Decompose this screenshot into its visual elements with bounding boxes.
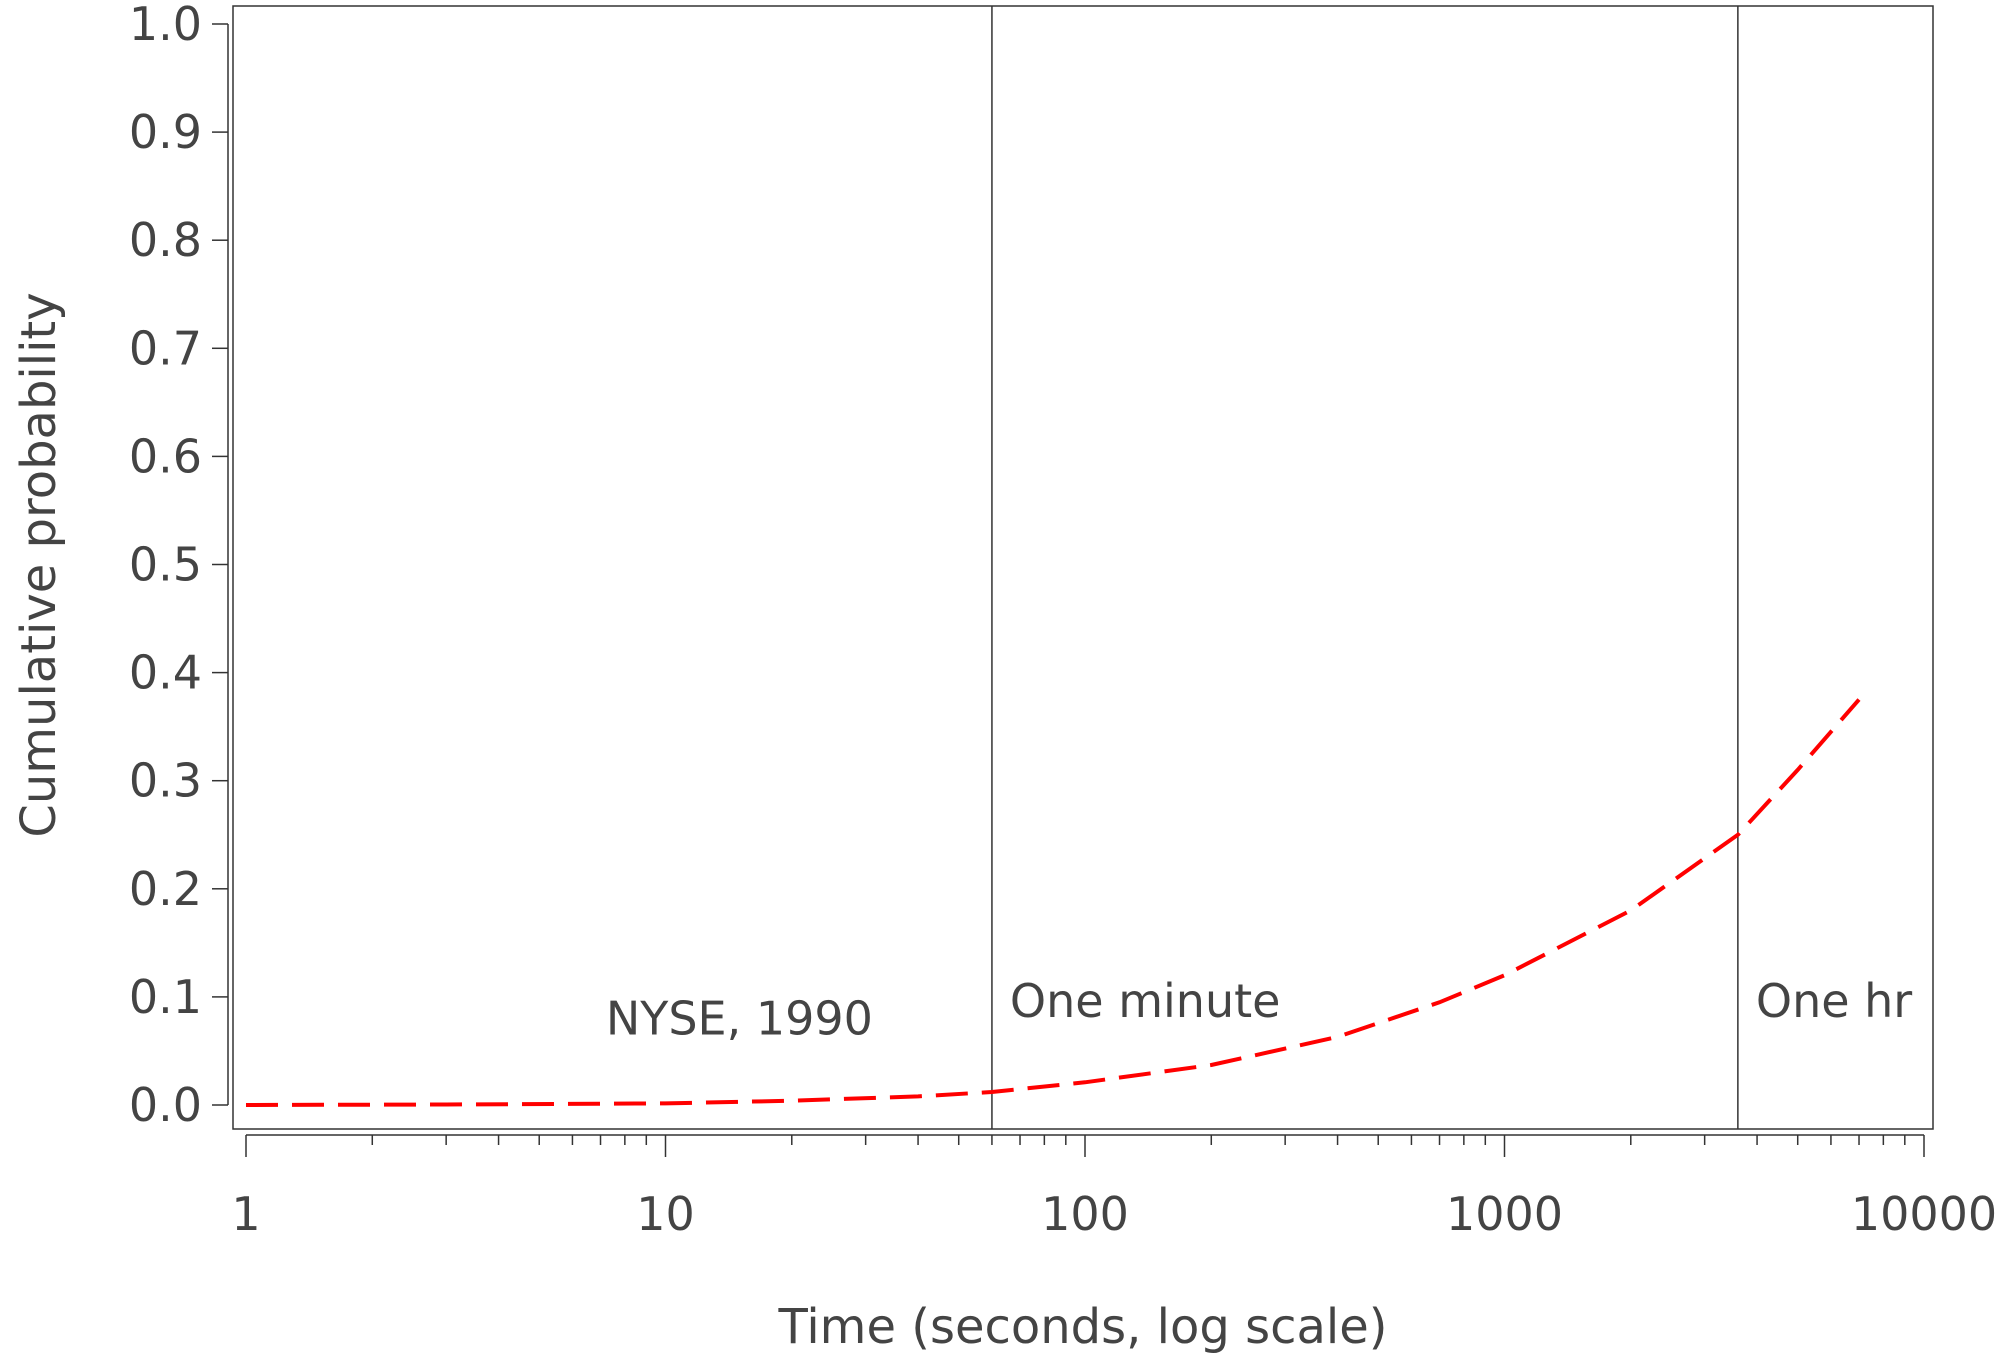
y-axis-title: Cumulative probability [11, 292, 67, 837]
y-tick-label: 1.0 [129, 0, 202, 51]
annotation-label: NYSE, 1990 [606, 992, 873, 1046]
reference-line-label: One hr [1756, 974, 1912, 1028]
series-layer [245, 698, 1861, 1107]
reference-line-label: One minute [1010, 974, 1281, 1028]
y-tick-label: 0.4 [129, 646, 202, 700]
x-tick-label: 1 [231, 1187, 260, 1241]
y-tick-label: 0.9 [129, 105, 202, 159]
y-tick-label: 0.6 [129, 429, 202, 483]
annotation-layer: NYSE, 1990 [606, 992, 873, 1046]
reference-lines: One minute One hr [991, 6, 1912, 1129]
y-tick-label: 0.1 [129, 970, 202, 1024]
x-tick-label: 100 [1041, 1187, 1129, 1241]
y-tick-label: 0.8 [129, 213, 202, 267]
x-tick-label: 10 [636, 1187, 695, 1241]
x-axis-ticks: 1 10 100 1000 10000 [231, 1135, 1997, 1241]
x-tick-label: 1000 [1446, 1187, 1563, 1241]
x-tick-label: 10000 [1851, 1187, 1997, 1241]
series-line [245, 698, 1861, 1107]
y-tick-label: 0.3 [129, 754, 202, 808]
y-tick-label: 0.2 [129, 862, 202, 916]
y-tick-label: 0.0 [129, 1078, 202, 1132]
plot-frame [232, 5, 1934, 1130]
y-tick-label: 0.5 [129, 538, 202, 592]
x-minor-ticks [371, 1135, 1906, 1145]
y-axis-ticks: 0.0 0.1 0.2 0.3 0.4 0.5 0.6 0.7 0.8 0.9 1.0 [129, 0, 228, 1132]
y-tick-label: 0.7 [129, 321, 202, 375]
x-axis-title: Time (seconds, log scale) [778, 1299, 1388, 1355]
